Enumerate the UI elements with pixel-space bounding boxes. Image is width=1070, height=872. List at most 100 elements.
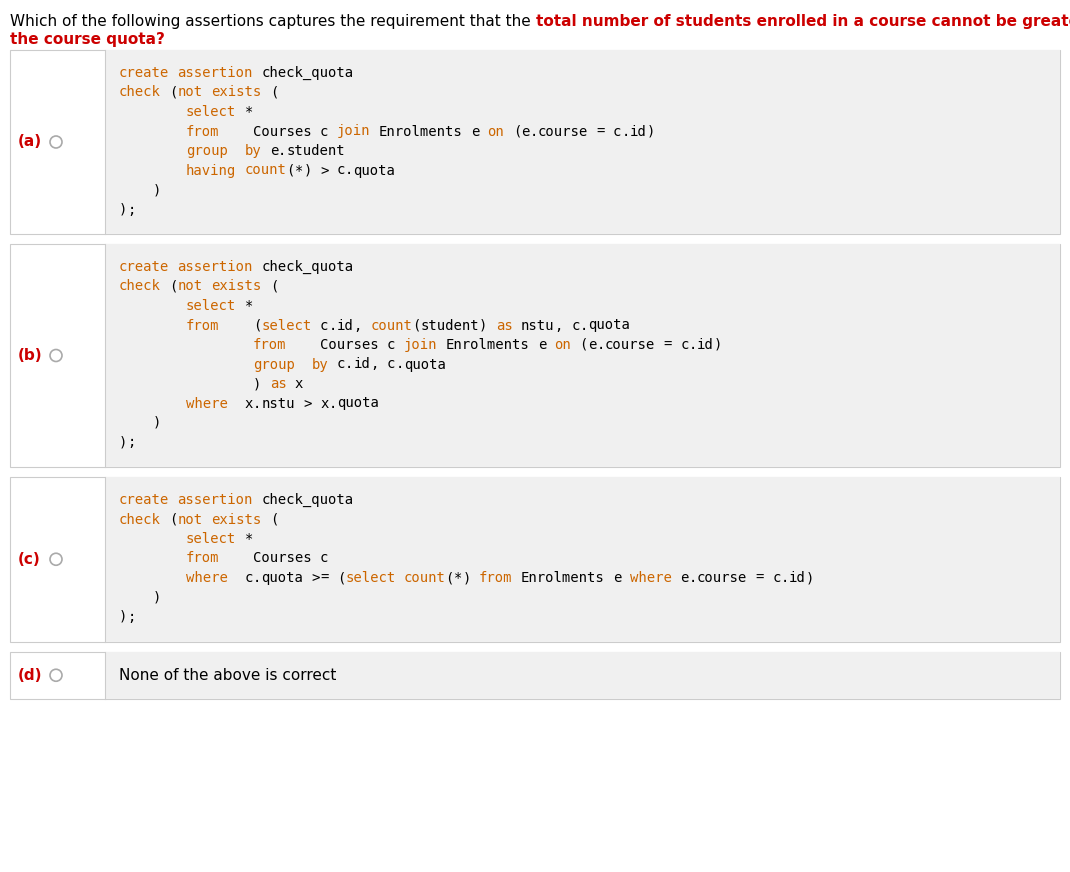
Text: >: >: [303, 397, 311, 411]
Text: check: check: [119, 280, 160, 294]
Text: .: .: [328, 397, 337, 411]
Text: ;: ;: [127, 202, 136, 216]
Text: ): ): [153, 590, 160, 604]
Text: (c): (c): [18, 552, 41, 567]
Bar: [10, 651, 1060, 699]
Text: ): ): [714, 338, 722, 352]
Text: check_quota: check_quota: [261, 66, 353, 80]
Text: Enrolments: Enrolments: [379, 125, 462, 139]
Text: Courses: Courses: [320, 338, 379, 352]
Text: course: course: [605, 338, 655, 352]
Text: e: e: [521, 125, 530, 139]
Text: from: from: [253, 338, 287, 352]
Bar: [105, 651, 1060, 699]
Text: .: .: [622, 125, 630, 139]
Text: c: c: [681, 338, 688, 352]
Text: quota: quota: [261, 571, 303, 585]
Text: (: (: [445, 571, 454, 585]
Text: from: from: [186, 318, 219, 332]
Text: c: c: [320, 125, 328, 139]
Text: create: create: [119, 260, 169, 274]
Text: where: where: [186, 571, 228, 585]
Text: .: .: [596, 338, 605, 352]
Text: (: (: [169, 85, 178, 99]
Text: ,: ,: [370, 358, 379, 371]
Text: by: by: [245, 144, 261, 158]
Text: ): ): [646, 125, 655, 139]
Text: by: by: [311, 358, 328, 371]
Text: create: create: [119, 493, 169, 507]
Text: Courses: Courses: [253, 125, 311, 139]
Text: having: having: [186, 164, 236, 178]
Text: Enrolments: Enrolments: [445, 338, 530, 352]
Text: c: c: [320, 551, 328, 566]
Text: =: =: [663, 338, 672, 352]
Text: quota: quota: [337, 397, 379, 411]
Text: on: on: [554, 338, 571, 352]
Text: *: *: [245, 532, 253, 546]
Text: total number of students enrolled in a course cannot be greater than: total number of students enrolled in a c…: [536, 14, 1070, 29]
Text: .: .: [530, 125, 538, 139]
Bar: [10, 244, 1060, 467]
Text: join: join: [337, 125, 370, 139]
Text: count: count: [403, 571, 445, 585]
Text: (: (: [513, 125, 521, 139]
Text: .: .: [580, 318, 589, 332]
Text: select: select: [186, 299, 236, 313]
Text: (: (: [412, 318, 421, 332]
Text: (: (: [253, 318, 261, 332]
Text: from: from: [186, 125, 219, 139]
Text: c: c: [773, 571, 781, 585]
Bar: [105, 477, 1060, 642]
Text: check: check: [119, 85, 160, 99]
Text: ): ): [153, 416, 160, 430]
Text: not: not: [178, 85, 202, 99]
Text: .: .: [346, 358, 353, 371]
Text: .: .: [253, 571, 261, 585]
Text: e: e: [471, 125, 479, 139]
Text: c: c: [613, 125, 622, 139]
Text: group: group: [186, 144, 228, 158]
Text: (a): (a): [18, 134, 42, 149]
Text: *: *: [245, 105, 253, 119]
Text: c: c: [387, 358, 396, 371]
Text: ;: ;: [127, 610, 136, 624]
Text: student: student: [421, 318, 479, 332]
Text: student: student: [287, 144, 346, 158]
Text: c: c: [337, 358, 346, 371]
Text: Enrolments: Enrolments: [521, 571, 605, 585]
Text: assertion: assertion: [178, 260, 253, 274]
Bar: [10, 477, 1060, 642]
Text: (: (: [169, 280, 178, 294]
Text: group: group: [253, 358, 295, 371]
Text: ): ): [479, 318, 488, 332]
Text: quota: quota: [403, 358, 445, 371]
Text: (: (: [287, 164, 295, 178]
Text: ): ): [153, 183, 160, 197]
Text: (d): (d): [18, 668, 43, 683]
Text: c: c: [387, 338, 396, 352]
Text: id: id: [697, 338, 714, 352]
Text: id: id: [789, 571, 806, 585]
Text: count: count: [245, 164, 287, 178]
Text: (: (: [337, 571, 346, 585]
Text: c: c: [571, 318, 580, 332]
Text: None of the above is correct: None of the above is correct: [119, 667, 336, 683]
Bar: [10, 50, 1060, 234]
Text: =: =: [755, 571, 764, 585]
Text: c: c: [337, 164, 346, 178]
Text: .: .: [278, 144, 287, 158]
Text: ): ): [462, 571, 471, 585]
Text: Courses: Courses: [253, 551, 311, 566]
Text: (: (: [580, 338, 589, 352]
Text: id: id: [353, 358, 370, 371]
Text: =: =: [596, 125, 605, 139]
Text: x: x: [295, 377, 303, 391]
Bar: [105, 244, 1060, 467]
Text: >: >: [320, 164, 328, 178]
Text: on: on: [488, 125, 504, 139]
Text: check_quota: check_quota: [261, 493, 353, 508]
Text: select: select: [186, 105, 236, 119]
Text: from: from: [186, 551, 219, 566]
Text: e: e: [538, 338, 546, 352]
